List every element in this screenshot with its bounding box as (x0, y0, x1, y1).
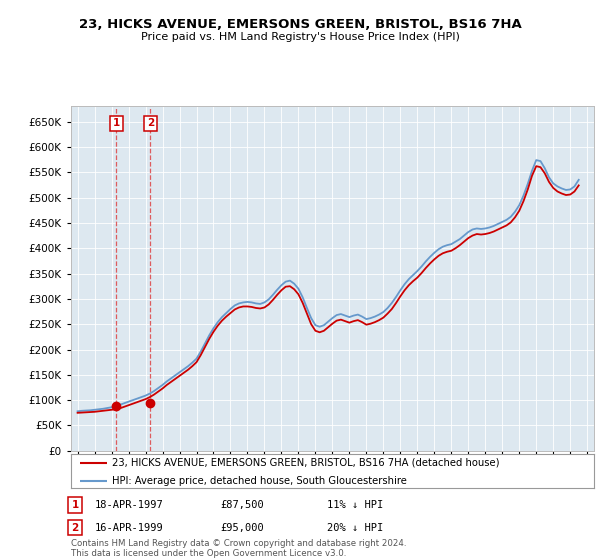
Text: 20% ↓ HPI: 20% ↓ HPI (327, 522, 383, 533)
Text: £87,500: £87,500 (221, 500, 265, 510)
Text: 1: 1 (71, 500, 79, 510)
Text: 2: 2 (71, 522, 79, 533)
Text: Price paid vs. HM Land Registry's House Price Index (HPI): Price paid vs. HM Land Registry's House … (140, 32, 460, 43)
Text: 16-APR-1999: 16-APR-1999 (95, 522, 164, 533)
Text: 18-APR-1997: 18-APR-1997 (95, 500, 164, 510)
Text: 23, HICKS AVENUE, EMERSONS GREEN, BRISTOL, BS16 7HA: 23, HICKS AVENUE, EMERSONS GREEN, BRISTO… (79, 18, 521, 31)
Text: 2: 2 (147, 119, 154, 128)
Text: 23, HICKS AVENUE, EMERSONS GREEN, BRISTOL, BS16 7HA (detached house): 23, HICKS AVENUE, EMERSONS GREEN, BRISTO… (112, 458, 499, 468)
Text: Contains HM Land Registry data © Crown copyright and database right 2024.
This d: Contains HM Land Registry data © Crown c… (71, 539, 406, 558)
Text: 11% ↓ HPI: 11% ↓ HPI (327, 500, 383, 510)
Text: 1: 1 (113, 119, 120, 128)
Text: HPI: Average price, detached house, South Gloucestershire: HPI: Average price, detached house, Sout… (112, 475, 406, 486)
Text: £95,000: £95,000 (221, 522, 265, 533)
